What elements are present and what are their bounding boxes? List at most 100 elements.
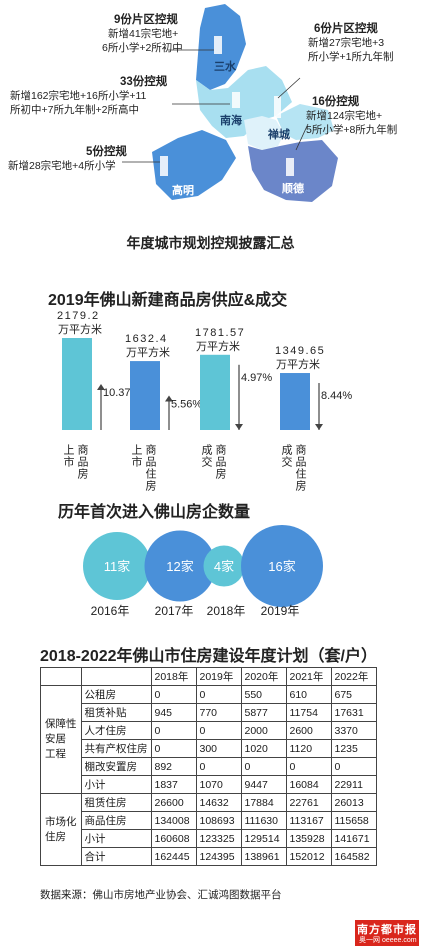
logo-title: 南方都市报 <box>357 924 417 936</box>
callout-gaoming: 5份控规 新增28宗宅地+4所小学 <box>8 145 127 173</box>
year-label: 2017年 <box>155 604 194 618</box>
callout-title: 9份片区控规 <box>114 14 178 26</box>
category-label: 商品住房 <box>294 443 307 492</box>
table-cell: 26600 <box>150 793 197 812</box>
table-cell: 14632 <box>195 793 242 812</box>
change-percent-label: 4.97% <box>241 372 272 384</box>
callout-line: 新增28宗宅地+4所小学 <box>8 160 116 172</box>
table-cell: 3370 <box>330 721 377 740</box>
table-cell: 1120 <box>285 739 332 758</box>
column-header: 2018年 <box>150 667 197 686</box>
table-cell: 124395 <box>195 847 242 866</box>
bubble-value-label: 12家 <box>166 559 193 574</box>
table-row: 市场化 住房 租赁住房 26600 14632 17884 22761 26013 <box>40 793 377 866</box>
bar <box>200 354 230 430</box>
table-cell: 152012 <box>285 847 332 866</box>
table-cell: 2000 <box>240 721 287 740</box>
row-label: 合计 <box>80 847 152 866</box>
bar-unit-label: 万平方米 <box>58 322 102 336</box>
change-arrow-up-icon <box>165 395 173 402</box>
bar-unit-label: 万平方米 <box>126 345 170 359</box>
table-row: 合计 162445 124395 138961 152012 164582 <box>41 847 377 866</box>
callout-title: 5份控规 <box>86 146 127 158</box>
building-icon <box>160 36 294 176</box>
row-label: 小计 <box>80 775 152 794</box>
table-cell: 945 <box>150 703 197 722</box>
bar <box>130 361 160 430</box>
callout-title: 6份片区控规 <box>314 23 378 35</box>
row-label: 租赁住房 <box>80 793 152 812</box>
table-cell: 9447 <box>240 775 287 794</box>
table-cell: 5877 <box>240 703 287 722</box>
bar-value-label: 1349.65 <box>275 345 325 357</box>
district-shape-chancheng <box>244 116 284 150</box>
change-arrow-down-icon <box>235 424 243 430</box>
callout-title: 16份控规 <box>312 96 360 108</box>
bubble <box>83 532 151 600</box>
foshan-district-map <box>122 4 338 202</box>
callout-line: 5所小学+8所九年制 <box>306 124 398 136</box>
table-cell: 770 <box>195 703 242 722</box>
table-cell: 675 <box>330 685 377 704</box>
table-cell: 2600 <box>285 721 332 740</box>
callout-shunde: 16份控规 新增124宗宅地+ 5所小学+8所九年制 <box>306 95 397 137</box>
bar <box>280 373 310 430</box>
category-label: 成交 <box>200 444 213 468</box>
table-cell: 113167 <box>285 811 332 830</box>
row-label: 商品住房 <box>80 811 152 830</box>
table-cell: 0 <box>195 685 242 704</box>
table-corner-cell <box>40 667 82 686</box>
firms-chart-title: 历年首次进入佛山房企数量 <box>58 504 251 521</box>
table-cell: 162445 <box>150 847 197 866</box>
year-label: 2018年 <box>207 604 246 618</box>
category-label: 商品住房 <box>144 443 157 492</box>
plan-table-title: 2018-2022年佛山市住房建设年度计划（套/户） <box>40 648 377 665</box>
district-shape-nanhai-south <box>276 104 334 140</box>
column-header: 2022年 <box>330 667 377 686</box>
table-row: 租赁补贴 945 770 5877 11754 17631 <box>41 703 377 722</box>
logo-subtitle: 奥一网 oeeee.com <box>359 937 417 944</box>
row-label: 人才住房 <box>80 721 152 740</box>
table-cell: 0 <box>330 757 377 776</box>
row-label: 公租房 <box>80 685 152 704</box>
table-cell: 16084 <box>285 775 332 794</box>
table-cell: 115658 <box>330 811 377 830</box>
supply-chart-title: 2019年佛山新建商品房供应&成交 <box>48 292 288 309</box>
column-header: 2020年 <box>240 667 287 686</box>
callout-line: 所小学+1所九年制 <box>308 51 394 63</box>
table-cell: 17631 <box>330 703 377 722</box>
table-cell: 0 <box>195 721 242 740</box>
table-cell: 111630 <box>240 811 287 830</box>
change-arrow-up-icon <box>97 384 105 390</box>
bubble-value-label: 11家 <box>104 559 131 574</box>
table-cell: 0 <box>285 757 332 776</box>
table-row: 保障性 安居 工程 公租房 0 0 550 610 675 <box>40 685 377 794</box>
callout-line: 新增41宗宅地+ <box>108 28 179 40</box>
firms-chart: 11家 12家 4家 16家 2016年 2017年 2018年 2019年 <box>83 525 323 618</box>
bar-unit-label: 万平方米 <box>196 339 240 353</box>
table-corner-cell <box>80 667 152 686</box>
table-cell: 1837 <box>150 775 197 794</box>
district-shape-nanhai <box>196 66 292 138</box>
category-label: 成交 <box>280 444 293 468</box>
table-cell: 0 <box>195 757 242 776</box>
district-label-sanshui: 三水 <box>214 61 236 73</box>
group-label-line: 安居 <box>45 733 66 745</box>
map-caption: 年度城市规划控规披露汇总 <box>126 235 295 251</box>
column-header: 2019年 <box>195 667 242 686</box>
table-row: 商品住房 134008 108693 111630 113167 115658 <box>41 811 377 830</box>
category-label: 商品房 <box>76 443 89 480</box>
table-cell: 1020 <box>240 739 287 758</box>
bar <box>62 338 92 430</box>
bubble-value-label: 4家 <box>214 559 234 574</box>
district-label-gaoming: 高明 <box>172 185 194 197</box>
year-label: 2019年 <box>261 604 300 618</box>
callout-sanshui: 9份片区控规 新增41宗宅地+ 6所小学+2所初中 <box>102 13 183 55</box>
table-cell: 160608 <box>150 829 197 848</box>
group-label-line: 住房 <box>45 830 66 843</box>
table-cell: 26013 <box>330 793 377 812</box>
group-label-line: 工程 <box>45 748 66 760</box>
bar-value-label: 1632.4 <box>125 333 168 345</box>
table-cell: 22911 <box>330 775 377 794</box>
